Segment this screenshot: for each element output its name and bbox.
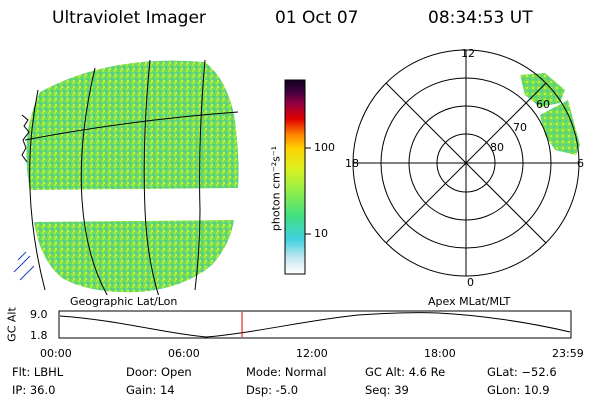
- xtick-1800: 18:00: [424, 347, 456, 360]
- status-gain: Gain: 14: [126, 383, 175, 397]
- status-gc-alt: GC Alt: 4.6 Re: [365, 365, 446, 379]
- status-dsp: Dsp: -5.0: [246, 383, 299, 397]
- aurora-upper-region: [26, 60, 239, 190]
- geographic-map: [13, 59, 239, 295]
- colorbar-tick-100: 100: [314, 141, 335, 154]
- status-seq: Seq: 39: [365, 383, 409, 397]
- mlt-label-6: 6: [577, 157, 584, 170]
- status-glat: GLat: −52.6: [487, 365, 557, 379]
- aurora-lower-region: [34, 220, 234, 293]
- colorbar: [284, 79, 311, 275]
- mlt-label-12: 12: [461, 47, 475, 60]
- xtick-0600: 06:00: [168, 347, 200, 360]
- lat-label-60: 60: [536, 98, 550, 111]
- lat-label-70: 70: [513, 121, 527, 134]
- lat-label-80: 80: [490, 141, 504, 154]
- xtick-1200: 12:00: [296, 347, 328, 360]
- polar-plot: [352, 49, 580, 277]
- status-mode: Mode: Normal: [246, 365, 327, 379]
- mlt-label-18: 18: [345, 157, 359, 170]
- polar-aurora-patch-lower: [540, 100, 580, 155]
- altitude-plot: [58, 310, 572, 339]
- status-glon: GLon: 10.9: [487, 383, 550, 397]
- status-door: Door: Open: [126, 365, 192, 379]
- mlt-label-0: 0: [467, 276, 474, 289]
- app-title: Ultraviolet Imager: [52, 8, 206, 28]
- apex-caption: Apex MLat/MLT: [428, 295, 511, 308]
- colorbar-tick-10: 10: [314, 227, 328, 240]
- xtick-0000: 00:00: [40, 347, 72, 360]
- altitude-curve: [59, 312, 571, 338]
- altitude-ylabel: GC Alt: [5, 307, 19, 342]
- date-label: 01 Oct 07: [275, 8, 359, 28]
- time-label: 08:34:53 UT: [428, 8, 533, 28]
- geographic-caption: Geographic Lat/Lon: [70, 295, 178, 308]
- status-ip: IP: 36.0: [12, 383, 56, 397]
- polar-aurora-patch-upper: [520, 73, 565, 107]
- altitude-ymax: 9.0: [30, 308, 48, 321]
- status-filter: Flt: LBHL: [12, 365, 64, 379]
- colorbar-unit-label: photon cm⁻²s⁻¹: [269, 145, 283, 232]
- xtick-2359: 23:59: [552, 347, 584, 360]
- altitude-ymin: 1.8: [30, 329, 48, 342]
